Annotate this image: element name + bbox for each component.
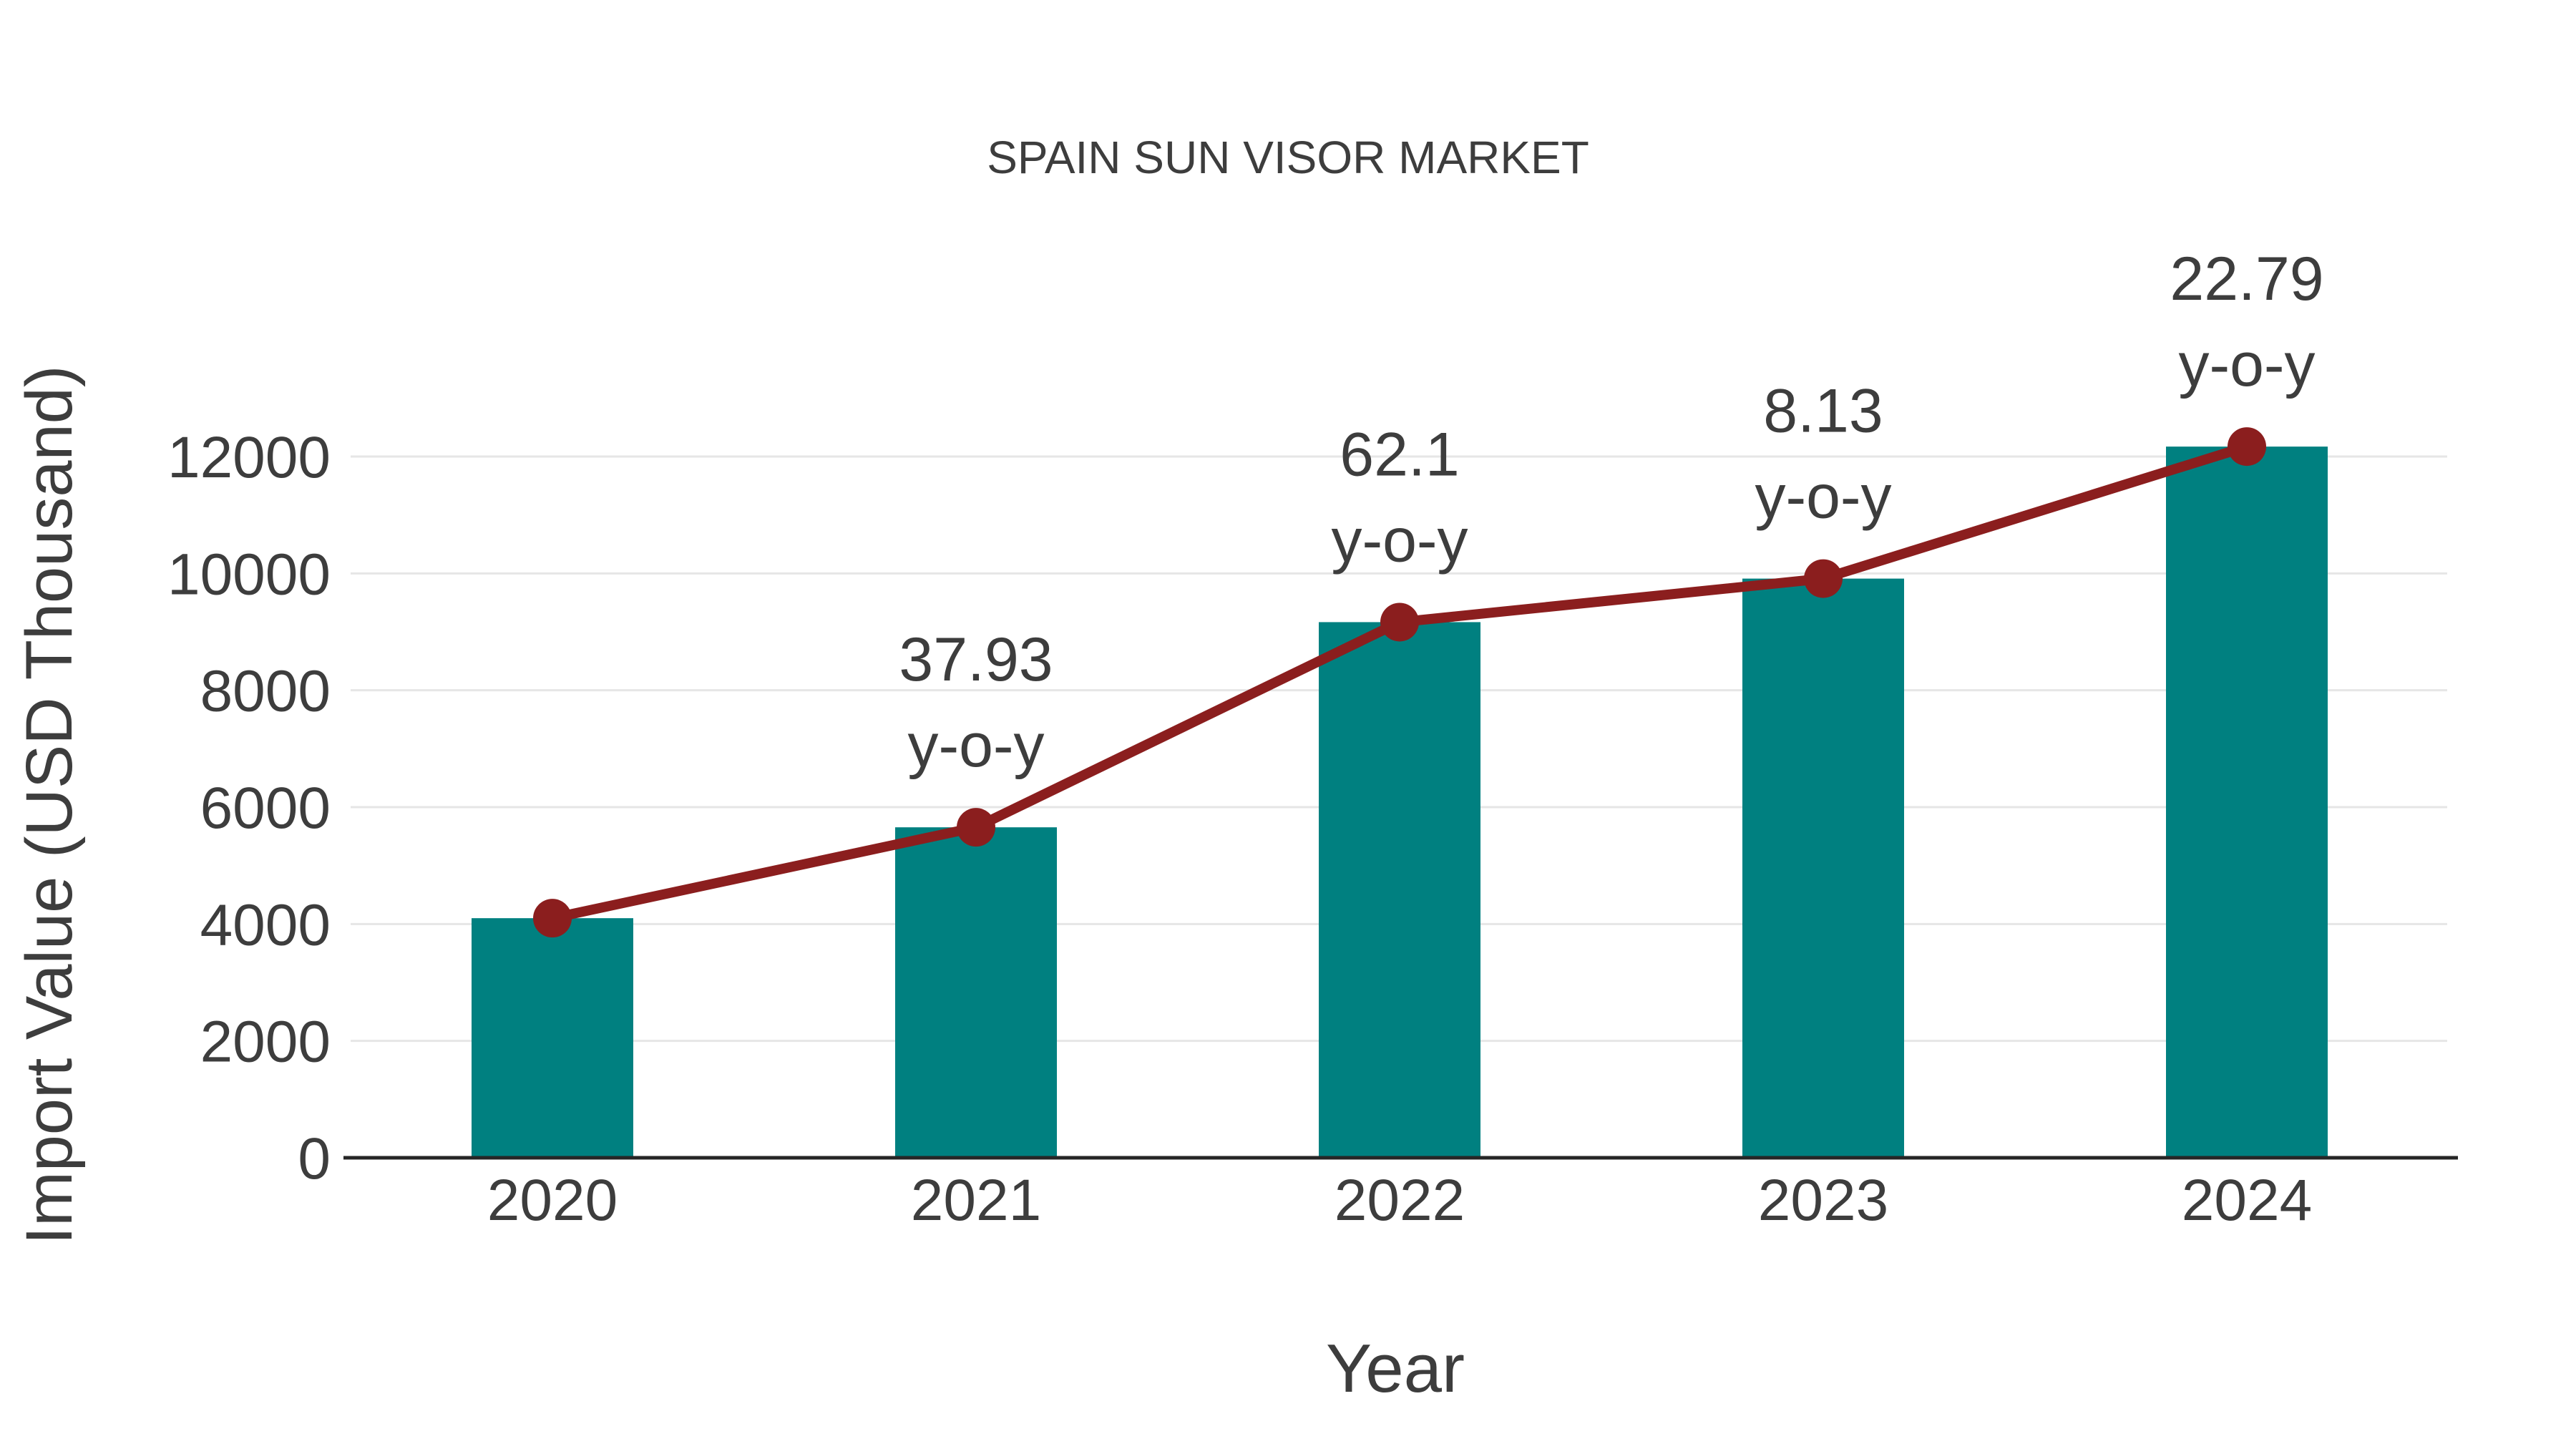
bar-2021 — [895, 827, 1057, 1158]
yoy-annotations: 37.93 y-o-y 62.1 y-o-y 8.13 y-o-y 22.79 y-o-y — [899, 245, 2323, 780]
annotation-suffix-2023: y-o-y — [1755, 463, 1891, 532]
annotation-suffix-2022: y-o-y — [1331, 506, 1468, 575]
x-axis-title: Year — [1326, 1330, 1465, 1407]
line-marker-2021 — [957, 808, 995, 847]
annotation-suffix-2024: y-o-y — [2178, 331, 2315, 399]
line-marker-2022 — [1380, 602, 1419, 642]
x-tick-label-2022: 2022 — [1335, 1168, 1465, 1233]
y-axis-tick-labels: 0 2000 4000 6000 8000 10000 12000 — [167, 425, 331, 1191]
line-marker-2024 — [2228, 427, 2266, 467]
x-axis-tick-labels: 2020 2021 2022 2023 2024 — [487, 1168, 2312, 1233]
y-tick-label: 10000 — [167, 542, 331, 607]
annotation-value-2022: 62.1 — [1340, 420, 1459, 489]
chart-title: SPAIN SUN VISOR MARKET — [987, 132, 1589, 183]
bar-2020 — [472, 918, 633, 1158]
x-tick-label-2020: 2020 — [487, 1168, 618, 1233]
annotation-value-2024: 22.79 — [2170, 245, 2323, 313]
x-tick-label-2023: 2023 — [1758, 1168, 1888, 1233]
y-tick-label: 4000 — [200, 892, 331, 957]
bar-2022 — [1319, 622, 1480, 1158]
y-tick-label: 6000 — [200, 776, 331, 841]
annotation-value-2023: 8.13 — [1763, 377, 1883, 446]
y-tick-label: 8000 — [200, 659, 331, 724]
annotation-value-2021: 37.93 — [899, 625, 1053, 694]
x-tick-label-2021: 2021 — [911, 1168, 1041, 1233]
y-axis-title: Import Value (USD Thousand) — [13, 366, 86, 1245]
x-tick-label-2024: 2024 — [2182, 1168, 2312, 1233]
line-marker-2020 — [533, 899, 572, 938]
annotation-suffix-2021: y-o-y — [907, 711, 1044, 780]
line-marker-2023 — [1804, 559, 1843, 598]
line-markers — [533, 427, 2266, 938]
y-tick-label: 0 — [298, 1126, 331, 1191]
y-tick-label: 2000 — [200, 1010, 331, 1075]
bar-2024 — [2166, 447, 2328, 1158]
bar-2023 — [1742, 578, 1904, 1158]
bar-series — [472, 447, 2328, 1158]
y-tick-label: 12000 — [167, 425, 331, 490]
